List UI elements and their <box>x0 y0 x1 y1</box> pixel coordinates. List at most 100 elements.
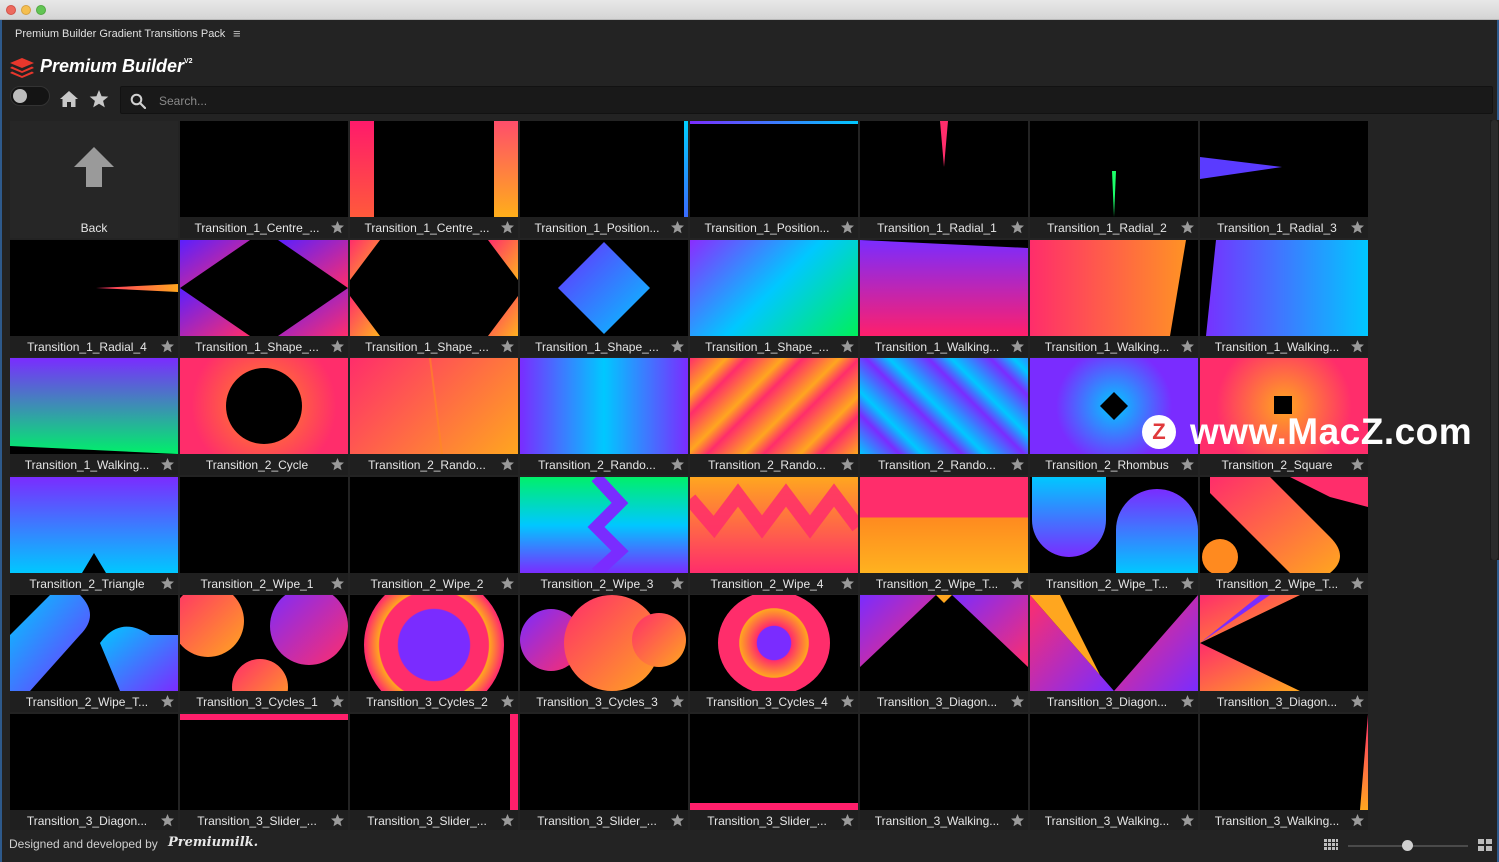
transition-tile[interactable]: Transition_1_Walking... <box>10 358 178 475</box>
favorite-star-icon[interactable] <box>160 813 175 828</box>
favorite-star-icon[interactable] <box>1010 576 1025 591</box>
transition-tile[interactable]: Transition_2_Rando... <box>860 358 1028 475</box>
transition-tile[interactable]: Transition_3_Cycles_1 <box>180 595 348 712</box>
transition-tile[interactable]: Transition_3_Walking... <box>1200 714 1368 830</box>
favorite-star-icon[interactable] <box>500 220 515 235</box>
favorite-star-icon[interactable] <box>330 220 345 235</box>
transition-preview[interactable] <box>1200 595 1368 691</box>
transition-tile[interactable]: Transition_2_Wipe_T... <box>860 477 1028 594</box>
favorite-star-icon[interactable] <box>670 457 685 472</box>
favorite-star-icon[interactable] <box>670 220 685 235</box>
favorite-star-icon[interactable] <box>160 576 175 591</box>
transition-tile[interactable]: Transition_2_Rando... <box>350 358 518 475</box>
transition-preview[interactable] <box>1030 595 1198 691</box>
transition-tile[interactable]: Transition_2_Rando... <box>690 358 858 475</box>
transition-tile[interactable]: Transition_1_Shape_... <box>350 240 518 357</box>
transition-tile[interactable]: Transition_3_Walking... <box>860 714 1028 830</box>
favorite-star-icon[interactable] <box>160 339 175 354</box>
transition-tile[interactable]: Transition_2_Wipe_T... <box>1030 477 1198 594</box>
favorite-star-icon[interactable] <box>1180 457 1195 472</box>
favorite-star-icon[interactable] <box>1010 220 1025 235</box>
transition-preview[interactable] <box>860 240 1028 336</box>
transition-tile[interactable]: Transition_3_Cycles_2 <box>350 595 518 712</box>
transition-preview[interactable] <box>690 358 858 454</box>
favorite-star-icon[interactable] <box>840 813 855 828</box>
favorite-star-icon[interactable] <box>1350 813 1365 828</box>
transition-tile[interactable]: Transition_2_Rando... <box>520 358 688 475</box>
transition-preview[interactable] <box>860 595 1028 691</box>
transition-tile[interactable]: Transition_1_Shape_... <box>180 240 348 357</box>
favorite-star-icon[interactable] <box>1180 813 1195 828</box>
favorite-star-icon[interactable] <box>670 813 685 828</box>
transition-tile[interactable]: Transition_2_Wipe_T... <box>10 595 178 712</box>
transition-preview[interactable] <box>860 477 1028 573</box>
transition-preview[interactable] <box>690 714 858 810</box>
favorite-star-icon[interactable] <box>840 576 855 591</box>
transition-tile[interactable]: Transition_3_Slider_... <box>350 714 518 830</box>
transition-tile[interactable]: Transition_1_Position... <box>690 121 858 238</box>
favorite-star-icon[interactable] <box>840 694 855 709</box>
transition-tile[interactable]: Transition_3_Slider_... <box>520 714 688 830</box>
transition-tile[interactable]: Transition_1_Radial_2 <box>1030 121 1198 238</box>
transition-preview[interactable] <box>690 240 858 336</box>
favorite-star-icon[interactable] <box>1350 457 1365 472</box>
transition-preview[interactable] <box>10 595 178 691</box>
transition-preview[interactable] <box>520 595 688 691</box>
favorite-star-icon[interactable] <box>1350 220 1365 235</box>
transition-tile[interactable]: Transition_1_Centre_... <box>350 121 518 238</box>
transition-tile[interactable]: Transition_3_Diagon... <box>1030 595 1198 712</box>
transition-tile[interactable]: Transition_3_Walking... <box>1030 714 1198 830</box>
transition-tile[interactable]: Transition_2_Wipe_T... <box>1200 477 1368 594</box>
favorite-star-icon[interactable] <box>330 813 345 828</box>
transition-preview[interactable] <box>1030 121 1198 217</box>
grid-scrollbar[interactable] <box>1490 120 1499 560</box>
favorite-star-icon[interactable] <box>330 457 345 472</box>
mode-toggle[interactable] <box>10 86 50 106</box>
zoom-window-button[interactable] <box>36 5 46 15</box>
favorite-star-icon[interactable] <box>1010 813 1025 828</box>
transition-preview[interactable] <box>520 477 688 573</box>
transition-preview[interactable] <box>860 358 1028 454</box>
transition-tile[interactable]: Transition_1_Position... <box>520 121 688 238</box>
transition-tile[interactable]: Transition_1_Radial_3 <box>1200 121 1368 238</box>
favorite-star-icon[interactable] <box>1180 220 1195 235</box>
favorite-star-icon[interactable] <box>670 576 685 591</box>
transition-preview[interactable] <box>350 477 518 573</box>
transition-tile[interactable]: Transition_2_Cycle <box>180 358 348 475</box>
favorite-star-icon[interactable] <box>1010 694 1025 709</box>
transition-preview[interactable] <box>350 595 518 691</box>
transition-preview[interactable] <box>180 240 348 336</box>
transition-preview[interactable] <box>10 477 178 573</box>
favorite-star-icon[interactable] <box>500 457 515 472</box>
slider-knob[interactable] <box>1402 840 1413 851</box>
favorite-star-icon[interactable] <box>670 339 685 354</box>
transition-tile[interactable]: Transition_2_Wipe_2 <box>350 477 518 594</box>
transition-tile[interactable]: Transition_3_Slider_... <box>690 714 858 830</box>
transition-tile[interactable]: Transition_1_Shape_... <box>520 240 688 357</box>
panel-menu-icon[interactable]: ≡ <box>233 26 241 41</box>
transition-tile[interactable]: Transition_2_Wipe_4 <box>690 477 858 594</box>
favorite-star-icon[interactable] <box>500 694 515 709</box>
transition-preview[interactable] <box>1200 714 1368 810</box>
transition-preview[interactable] <box>180 714 348 810</box>
thumbnail-size-slider[interactable] <box>1348 840 1468 851</box>
favorite-star-icon[interactable] <box>330 694 345 709</box>
favorite-star-icon[interactable] <box>160 457 175 472</box>
transition-tile[interactable]: Transition_2_Wipe_3 <box>520 477 688 594</box>
favorite-star-icon[interactable] <box>1180 339 1195 354</box>
transition-preview[interactable] <box>1030 240 1198 336</box>
close-window-button[interactable] <box>6 5 16 15</box>
transition-preview[interactable] <box>180 358 348 454</box>
transition-preview[interactable] <box>180 121 348 217</box>
favorite-star-icon[interactable] <box>160 694 175 709</box>
home-icon[interactable] <box>59 90 79 108</box>
transition-preview[interactable] <box>1030 477 1198 573</box>
transition-tile[interactable]: Transition_1_Centre_... <box>180 121 348 238</box>
transition-preview[interactable] <box>1200 121 1368 217</box>
minimize-window-button[interactable] <box>21 5 31 15</box>
back-button[interactable]: Back <box>10 121 178 238</box>
favorite-star-icon[interactable] <box>330 339 345 354</box>
favorite-star-icon[interactable] <box>500 576 515 591</box>
favorite-star-icon[interactable] <box>330 576 345 591</box>
transition-preview[interactable] <box>520 714 688 810</box>
